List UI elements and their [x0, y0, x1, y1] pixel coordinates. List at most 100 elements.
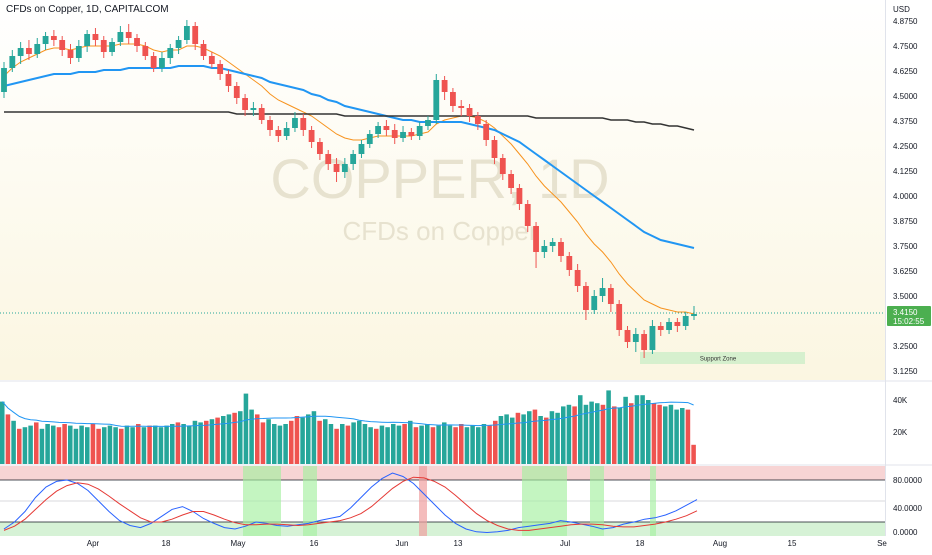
candle-body	[192, 26, 199, 44]
candle	[267, 116, 273, 136]
candle	[499, 154, 506, 180]
volume-bar	[436, 425, 441, 464]
candle	[333, 158, 340, 182]
candle	[599, 278, 606, 302]
volume-bar	[442, 422, 447, 464]
overbought-band	[0, 466, 885, 480]
volume-bar	[175, 422, 181, 464]
ma-slow-line	[4, 111, 695, 131]
volume-bar	[283, 424, 288, 464]
price-axis-tick: 4.6250	[893, 67, 918, 76]
candle	[632, 328, 639, 352]
candle	[516, 184, 523, 210]
volume-bar	[527, 411, 532, 464]
candle-body	[474, 116, 481, 124]
volume-bar	[198, 422, 203, 464]
volume-ma-line	[1, 401, 694, 427]
volume-bar	[164, 425, 169, 464]
candle-body	[657, 326, 664, 330]
candle	[366, 130, 373, 148]
candle-body	[50, 36, 57, 40]
candle-body	[67, 50, 74, 58]
candle-body	[350, 154, 357, 164]
candle	[400, 126, 406, 142]
candle	[350, 150, 357, 170]
volume-bar	[153, 425, 158, 464]
volume-bar	[22, 427, 28, 464]
candle-body	[583, 286, 589, 310]
candle-body	[1, 68, 7, 92]
volume-bar	[340, 424, 345, 464]
volume-bar	[430, 427, 436, 464]
candle-body	[217, 64, 224, 74]
candle	[691, 306, 697, 320]
candle-body	[100, 40, 107, 52]
volume-bar	[447, 425, 453, 464]
volume-bar	[646, 400, 651, 464]
volume-bar	[45, 424, 50, 464]
candle	[233, 82, 240, 104]
volume-bar	[17, 428, 22, 464]
candle-body	[408, 132, 415, 136]
candle-body	[674, 322, 681, 326]
volume-bar	[5, 414, 11, 464]
candle-body	[491, 140, 498, 158]
candle-body	[508, 174, 515, 188]
ma-mid-line	[3, 65, 695, 249]
candle-body	[109, 42, 115, 52]
candle-body	[84, 34, 91, 46]
volume-bar	[181, 424, 186, 464]
candle-body	[142, 46, 149, 56]
candle-body	[159, 58, 165, 68]
candle-body	[425, 120, 431, 126]
volume-bar	[334, 428, 339, 464]
volume-bar	[289, 420, 294, 464]
candle-body	[175, 40, 182, 48]
candle-body	[333, 164, 340, 172]
candle	[42, 32, 49, 50]
candle-body	[524, 204, 531, 226]
candle	[26, 40, 32, 60]
volume-bar	[391, 424, 396, 464]
candle-body	[483, 124, 490, 140]
candle	[192, 22, 199, 50]
volume-bar	[107, 425, 113, 464]
volume-bar	[606, 390, 611, 464]
volume-bar	[566, 404, 572, 464]
volume-bar	[368, 427, 373, 464]
candle-body	[308, 130, 315, 142]
price-pane-background	[0, 0, 885, 380]
volume-bar	[555, 412, 560, 464]
candle	[616, 300, 623, 336]
volume-bar	[493, 420, 498, 464]
volume-bar	[243, 393, 249, 464]
candle-body	[691, 314, 697, 316]
volume-bar	[521, 414, 526, 464]
volume-bar	[459, 424, 464, 464]
candle	[508, 170, 515, 194]
volume-bar	[34, 422, 39, 464]
candle	[391, 124, 398, 144]
candle	[109, 38, 115, 56]
volume-bar	[634, 395, 640, 464]
volume-bar	[504, 414, 509, 464]
support-zone-label: Support Zone	[700, 357, 737, 363]
volume-bar	[39, 428, 45, 464]
volume-bar	[300, 417, 305, 464]
volume-bar	[663, 406, 668, 464]
volume-bar	[136, 424, 141, 464]
volume-bar	[402, 424, 407, 464]
volume-bar	[192, 420, 198, 464]
volume-bar	[453, 427, 458, 464]
oversold-highlight	[522, 466, 567, 536]
candle	[275, 126, 282, 142]
candle	[558, 238, 564, 262]
volume-bar	[612, 406, 617, 464]
candle	[142, 42, 149, 60]
candle	[624, 326, 631, 348]
candle-body	[250, 108, 257, 110]
volume-bar	[498, 416, 504, 464]
volume-bar	[62, 424, 67, 464]
